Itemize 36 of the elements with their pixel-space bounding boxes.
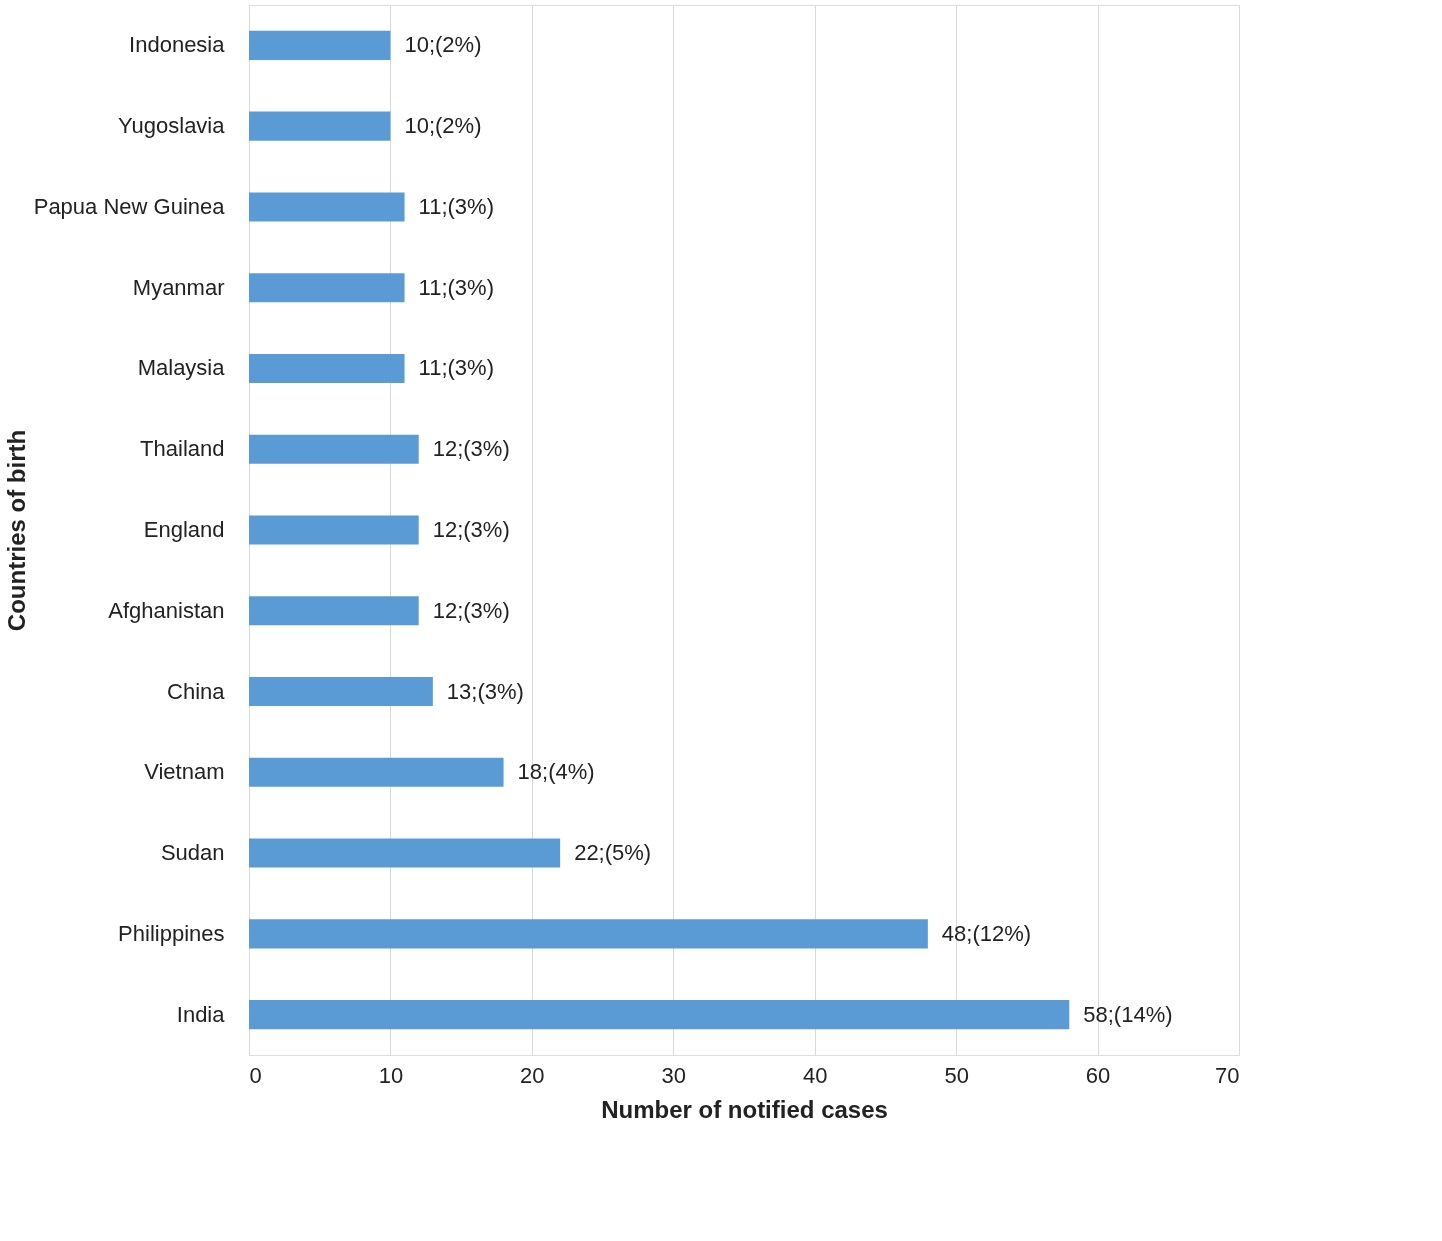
x-axis-title: Number of notified cases [601, 1095, 888, 1123]
y-tick-label: Papua New Guinea [33, 193, 226, 219]
y-tick-label: Afghanistan [108, 597, 225, 623]
y-tick-label: Philippines [118, 920, 225, 946]
data-label: 10;(2%) [404, 113, 482, 139]
x-tick-label: 50 [944, 1062, 969, 1088]
data-label: 22;(5%) [574, 840, 652, 866]
x-tick-label: 40 [802, 1062, 828, 1088]
y-tick-label: Myanmar [132, 274, 225, 300]
data-label: 12;(3%) [432, 517, 510, 542]
y-tick-label: Thailand [140, 436, 225, 462]
y-axis-title: Countries of birth [2, 429, 30, 632]
x-tick-label: 70 [1215, 1062, 1240, 1088]
x-tick-label: 20 [520, 1062, 545, 1088]
x-tick-label: 0 [249, 1062, 262, 1088]
y-tick-label: Yugoslavia [118, 113, 226, 139]
x-tick-label: 60 [1085, 1062, 1111, 1088]
data-label: 12;(3%) [432, 436, 510, 462]
y-tick-label: Vietnam [144, 759, 225, 785]
y-tick-label: England [143, 517, 225, 542]
data-label: 12;(3%) [432, 597, 510, 623]
data-label: 10;(2%) [404, 32, 482, 58]
data-label: 58;(14%) [1083, 1001, 1173, 1027]
data-label: 11;(3%) [418, 193, 494, 219]
data-label: 48;(12%) [941, 920, 1032, 946]
x-tick-label: 10 [378, 1062, 404, 1088]
y-tick-label: Sudan [160, 840, 225, 866]
y-tick-label: Malaysia [137, 355, 226, 381]
y-tick-label: China [167, 678, 226, 704]
data-label: 13;(3%) [446, 678, 524, 704]
data-label: 11;(3%) [418, 355, 494, 381]
y-tick-label: India [176, 1001, 226, 1027]
data-label: 18;(4%) [517, 759, 595, 785]
data-label: 11;(3%) [418, 274, 494, 300]
y-tick-label: Indonesia [129, 32, 226, 58]
x-tick-label: 30 [661, 1062, 687, 1088]
